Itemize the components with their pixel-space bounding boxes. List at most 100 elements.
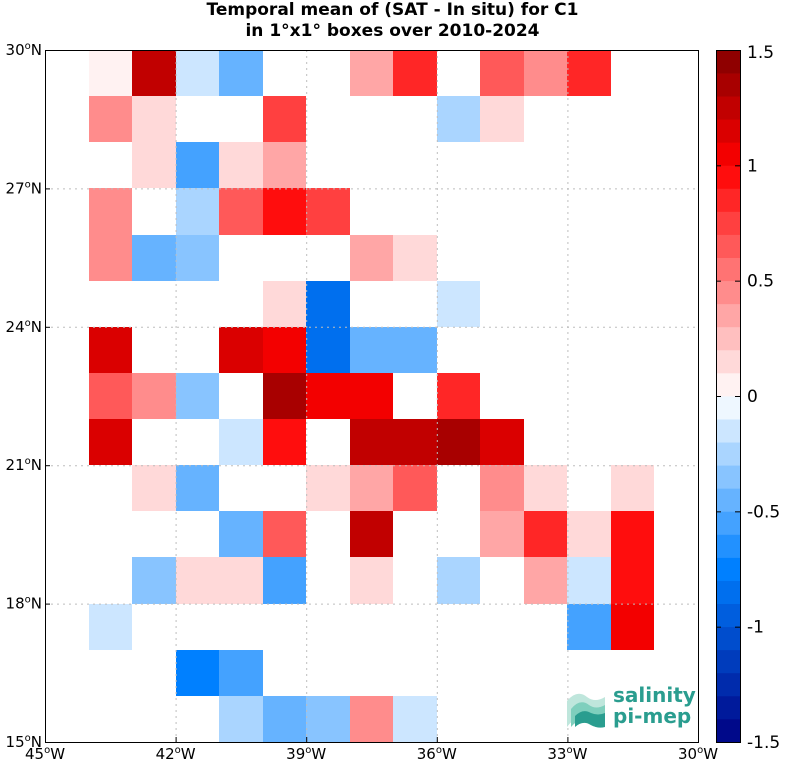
heatmap-cell: [219, 142, 263, 188]
heatmap-cell: [393, 419, 437, 465]
heatmap-cell: [480, 96, 524, 142]
colorbar-segment: [716, 534, 740, 558]
wave-stack-icon: [567, 693, 605, 728]
heatmap-cell: [89, 604, 132, 650]
salinity-pi-mep-logo: salinity pi-mep: [563, 683, 698, 733]
chart-title-line-2: in 1°x1° boxes over 2010-2024: [245, 21, 540, 41]
heatmap-cell: [524, 50, 567, 96]
colorbar-tick-label: 0.5: [747, 272, 774, 292]
heatmap-cell: [89, 96, 132, 142]
colorbar: 1.5 1 0.5 0 -0.5 -1 -1.5: [716, 43, 780, 753]
heatmap-cell: [176, 650, 219, 696]
heatmap-cell: [263, 142, 306, 188]
colorbar-segment: [716, 626, 740, 651]
heatmap-cell: [306, 281, 350, 327]
heatmap-cell: [219, 327, 263, 373]
colorbar-segment: [716, 372, 740, 397]
heatmap-cell: [176, 188, 219, 235]
heatmap-cell: [263, 96, 306, 142]
heatmap-cell: [437, 373, 480, 419]
colorbar-segment: [716, 188, 740, 212]
colorbar-segment: [716, 649, 740, 674]
heatmap-cell: [219, 696, 263, 742]
colorbar-segment: [716, 603, 740, 628]
heatmap-cell: [219, 557, 263, 604]
colorbar-segment: [716, 396, 740, 420]
heatmap-cell: [219, 419, 263, 465]
heatmap-cell: [132, 235, 176, 281]
colorbar-tick-label: 1: [747, 156, 758, 176]
heatmap-cell: [393, 327, 437, 373]
heatmap-cell: [480, 50, 524, 96]
heatmap-cell: [524, 465, 567, 511]
heatmap-cell: [176, 465, 219, 511]
colorbar-segment: [716, 718, 740, 743]
colorbar-segment: [716, 488, 740, 512]
y-tick-label: 27oN: [6, 179, 42, 197]
heatmap-cell: [567, 604, 611, 650]
heatmap-cell: [132, 373, 176, 419]
heatmap-cell: [306, 373, 350, 419]
x-tick-label: 36oW: [417, 745, 457, 763]
heatmap-cell: [393, 235, 437, 281]
y-tick-label: 30oN: [6, 41, 42, 59]
colorbar-segment: [716, 557, 740, 581]
y-tick-label: 21oN: [6, 456, 42, 474]
heatmap-cell: [263, 281, 306, 327]
heatmap-cell: [393, 465, 437, 511]
heatmap-cell: [611, 604, 654, 650]
heatmap-cell: [350, 696, 393, 742]
heatmap-cell: [306, 465, 350, 511]
heatmap-cell: [611, 465, 654, 511]
colorbar-segment: [716, 326, 740, 351]
colorbar-tick-label: 0: [747, 387, 758, 407]
heatmap-cell: [393, 696, 437, 742]
heatmap-cell: [263, 511, 306, 557]
chart-title-line-1: Temporal mean of (SAT - In situ) for C1: [206, 0, 579, 20]
heatmap-cell: [480, 419, 524, 465]
heatmap-cell: [263, 419, 306, 465]
colorbar-segment: [716, 442, 740, 466]
x-axis-ticks: 45oW 42oW 39oW 36oW 33oW 30oW: [25, 737, 718, 763]
logo-line-1: salinity: [613, 683, 696, 707]
heatmap-cell: [350, 419, 393, 465]
heatmap-cell: [176, 50, 219, 96]
heatmap-cell: [219, 50, 263, 96]
heatmap-cell: [350, 511, 393, 557]
heatmap-cell: [350, 50, 393, 96]
heatmap-cell: [176, 142, 219, 188]
colorbar-tick-label: -1: [747, 618, 764, 638]
x-tick-label: 42oW: [156, 745, 196, 763]
colorbar-segment: [716, 234, 740, 258]
heatmap-cell: [132, 96, 176, 142]
heatmap-cell: [437, 281, 480, 327]
colorbar-segment: [716, 419, 740, 443]
heatmap-cell: [350, 327, 393, 373]
heatmap-cell: [437, 557, 480, 604]
colorbar-segment: [716, 280, 740, 305]
heatmap-cell: [176, 557, 219, 604]
heatmap-cell: [176, 373, 219, 419]
heatmap-cell: [437, 419, 480, 465]
heatmap-cell: [306, 327, 350, 373]
heatmap-cell: [567, 557, 611, 604]
chart-title: Temporal mean of (SAT - In situ) for C1 …: [0, 0, 785, 42]
heatmap-cell: [306, 188, 350, 235]
y-tick-label: 15oN: [6, 733, 42, 751]
heatmap-cell: [524, 511, 567, 557]
colorbar-segment: [716, 119, 740, 143]
heatmap-cell: [350, 465, 393, 511]
colorbar-segment: [716, 142, 740, 166]
heatmap-cell: [89, 235, 132, 281]
heatmap-cell: [524, 557, 567, 604]
grid-lines: [45, 50, 698, 742]
heatmap-cell: [263, 557, 306, 604]
plot-frame: [45, 50, 699, 743]
heatmap-cell: [350, 557, 393, 604]
colorbar-tick-label: -0.5: [747, 502, 780, 522]
x-tick-label: 33oW: [547, 745, 587, 763]
colorbar-segment: [716, 580, 740, 604]
heatmap-cell: [89, 50, 132, 96]
colorbar-segment: [716, 257, 740, 282]
